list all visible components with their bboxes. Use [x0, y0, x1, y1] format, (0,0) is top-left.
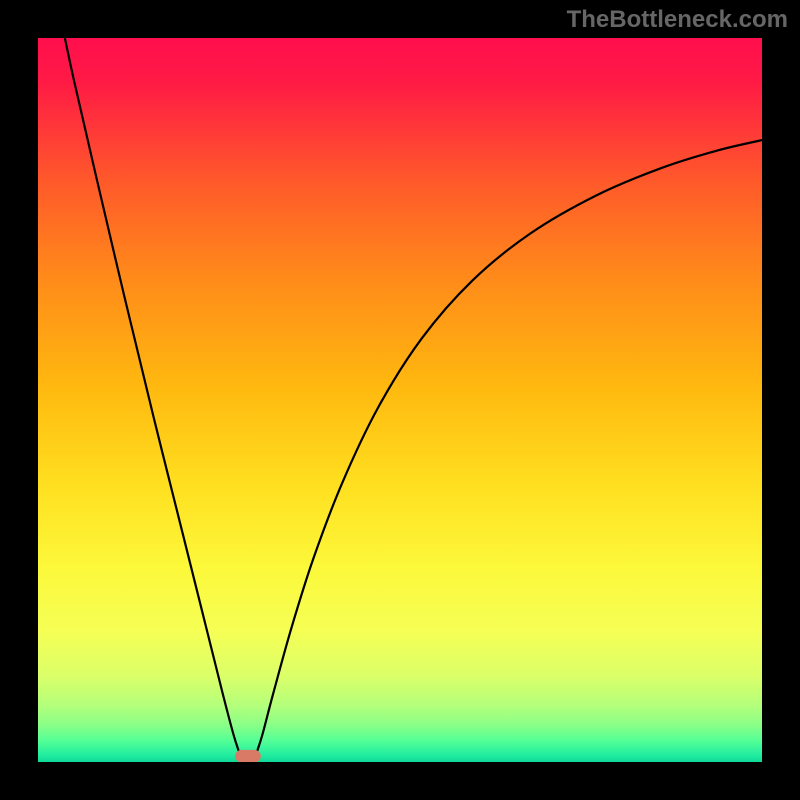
curve-right-branch [257, 139, 762, 752]
minimum-marker [236, 750, 261, 762]
curve-svg [38, 38, 762, 762]
chart-container: TheBottleneck.com [0, 0, 800, 800]
curve-left-branch [63, 38, 239, 753]
plot-area [38, 38, 762, 762]
watermark-text: TheBottleneck.com [567, 6, 788, 34]
